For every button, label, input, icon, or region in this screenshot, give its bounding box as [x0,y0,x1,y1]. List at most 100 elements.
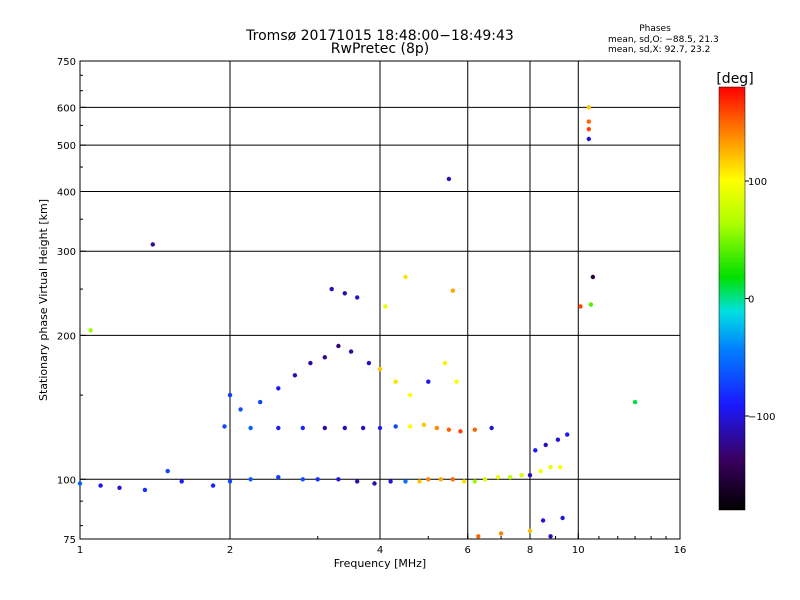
data-point [292,373,298,378]
data-point [142,487,148,493]
data-point [238,407,243,412]
data-point [586,127,591,132]
phases-o-stats: mean, sd,O: −88.5, 21.3 [608,35,719,45]
data-point [586,136,591,142]
y-tick-label: 300 [57,247,76,258]
data-point [248,425,253,431]
data-point [372,481,377,486]
data-point [329,286,334,292]
data-point [408,392,413,398]
data-point [565,432,570,437]
data-point [632,399,638,405]
data-point [222,424,227,429]
y-tick-label: 600 [57,103,76,114]
data-point [578,304,583,309]
data-point [446,427,452,432]
data-point [560,515,565,521]
data-point [393,424,398,429]
grid-lines [80,61,680,539]
data-point [508,475,513,480]
y-tick-label: 750 [57,57,76,68]
x-tick-label: 6 [465,545,471,556]
data-point [548,534,553,539]
data-point [489,425,494,431]
data-point [300,477,305,482]
data-point [586,105,591,110]
data-point [336,343,341,349]
phases-x-stats: mean, sd,X: 92.7, 23.2 [608,45,710,55]
data-point [538,468,543,474]
data-point [540,518,546,523]
data-point [472,427,477,432]
data-point [426,379,431,384]
data-point [165,468,170,474]
data-point [88,328,93,333]
colorbar-tick-label: 100 [748,177,767,188]
data-point [342,425,347,431]
x-tick-label: 1 [77,545,83,556]
colorbar [718,86,746,511]
data-point [458,429,463,434]
data-point [533,448,538,453]
data-point [248,477,253,482]
data-point [258,399,263,405]
data-point [403,274,408,280]
colorbar-tick-label: 0 [748,295,754,306]
data-point [322,355,327,360]
data-point [527,473,533,478]
data-point [548,465,553,470]
data-point [393,379,398,384]
x-tick-label: 10 [572,545,585,556]
data-point [408,424,413,429]
data-points [77,105,638,539]
data-point [348,349,354,354]
data-point [442,360,448,366]
data-point [276,475,281,480]
x-tick-label: 16 [674,545,687,556]
y-tick-label: 500 [57,141,76,152]
phases-title: Phases [639,24,671,34]
data-point [227,392,233,398]
data-point [558,465,563,470]
data-point [355,479,360,484]
data-point [417,479,422,484]
data-point [322,425,327,431]
data-point [336,477,341,482]
data-point [454,379,459,384]
y-tick-label: 75 [63,535,76,546]
data-point [98,483,103,488]
data-point [403,479,408,484]
data-point [342,291,347,296]
data-point [472,479,477,484]
data-point [450,477,455,482]
y-tick-label: 100 [57,475,76,486]
data-point [590,274,596,280]
data-point [450,288,455,293]
chart-subtitle: RwPretec (8p) [331,41,429,57]
data-point [421,422,427,427]
data-point [308,360,313,366]
data-point [150,242,155,247]
data-point [434,425,439,431]
data-point [519,473,524,478]
x-axis-label: Frequency [MHz] [334,557,426,570]
data-point [366,360,372,366]
data-point [495,475,501,480]
y-tick-label: 200 [57,331,76,342]
data-point [555,437,561,442]
data-point [446,176,452,182]
x-tick-label: 4 [377,545,383,556]
data-point [355,295,360,300]
data-point [276,425,281,431]
data-point [360,425,366,431]
data-point [377,425,383,431]
data-point [315,477,320,482]
data-point [377,366,383,372]
data-point [388,479,393,484]
data-point [543,442,548,448]
data-point [482,477,488,482]
data-point [527,528,533,534]
colorbar-label: [deg] [716,71,753,87]
data-point [276,386,281,391]
